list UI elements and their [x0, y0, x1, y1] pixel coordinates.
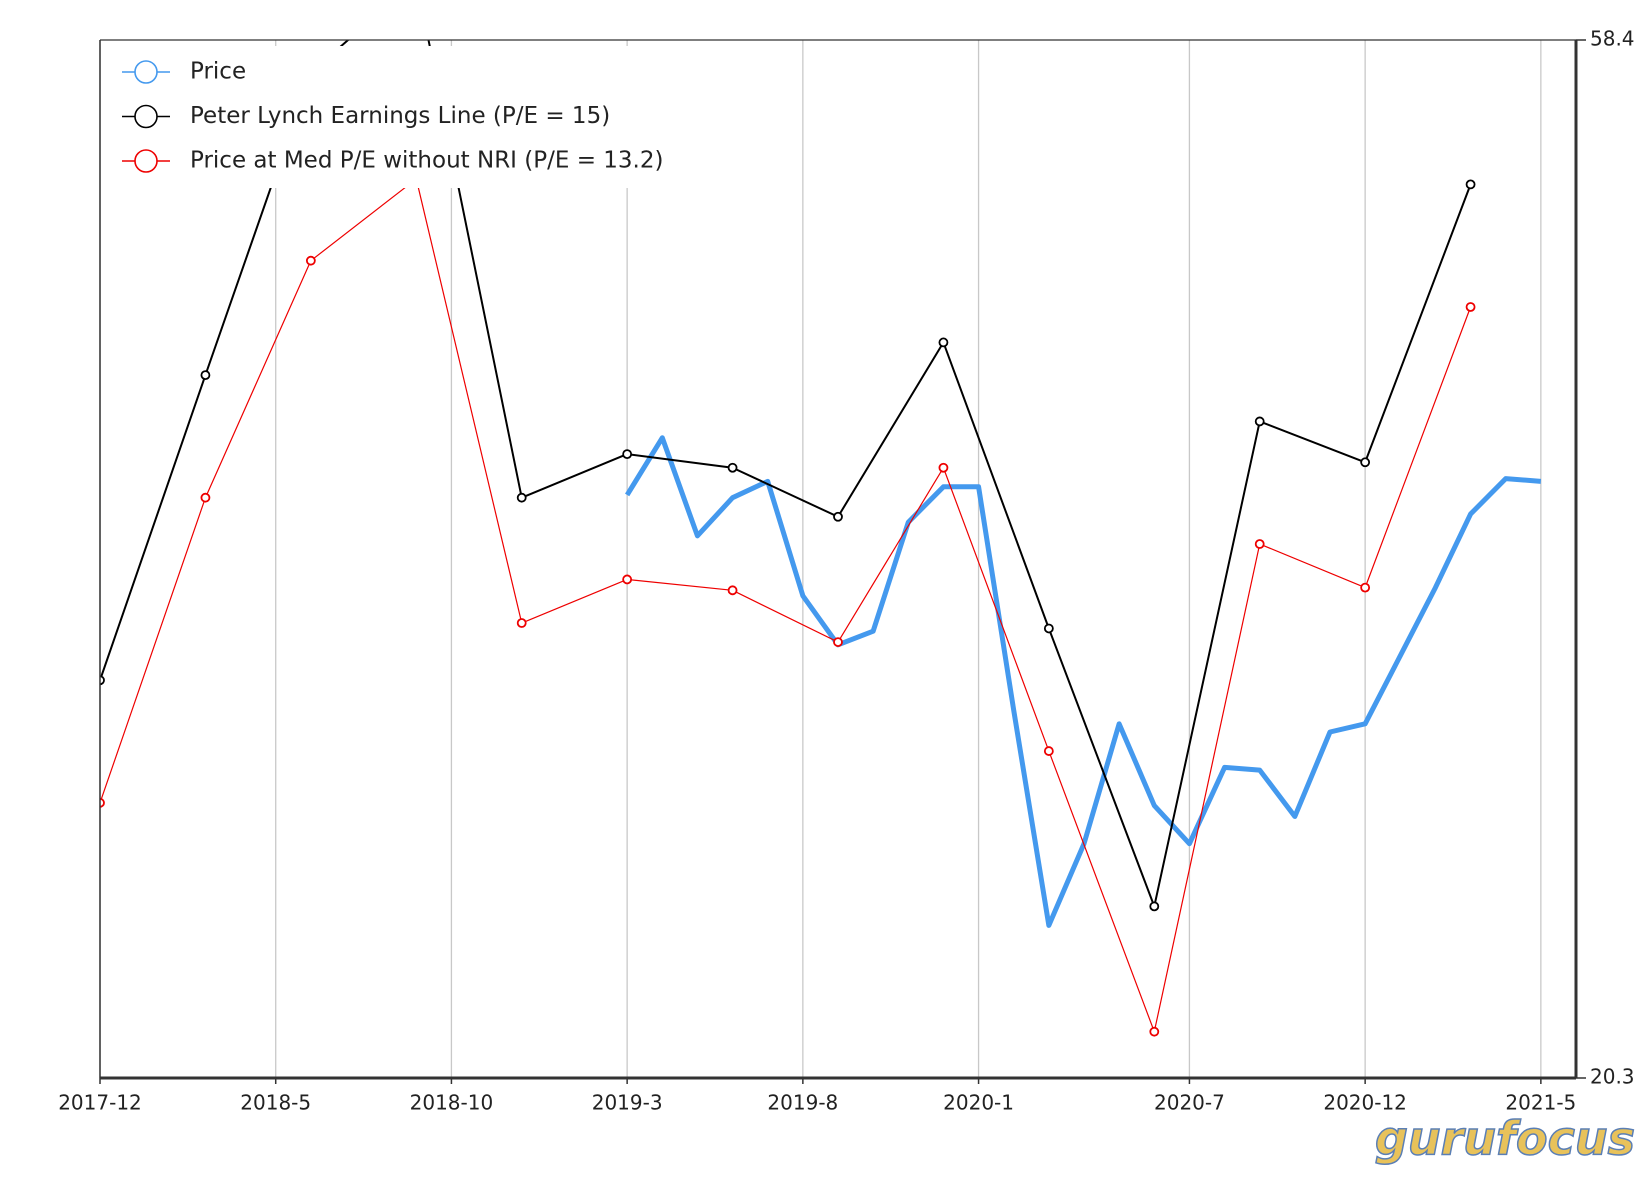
legend-label: Peter Lynch Earnings Line (P/E = 15): [190, 103, 610, 129]
point: [727, 462, 738, 473]
legend-marker: [134, 60, 158, 84]
point: [938, 462, 949, 473]
x-tick-label: 2020-7: [1154, 1091, 1225, 1115]
x-tick-label: 2018-10: [410, 1091, 494, 1115]
x-tick-label: 2020-1: [943, 1091, 1014, 1115]
x-tick-label: 2018-5: [240, 1091, 311, 1115]
point: [1465, 302, 1476, 312]
legend-label: Price at Med P/E without NRI (P/E = 13.2…: [190, 148, 663, 174]
point: [833, 511, 843, 522]
legend-marker: [134, 149, 158, 173]
point: [100, 675, 105, 686]
grid: [99, 40, 1542, 1078]
legend-marker: [134, 104, 158, 129]
x-tick-label: 2017-12: [58, 1091, 142, 1115]
point: [938, 337, 949, 348]
point: [1254, 416, 1265, 427]
point: [622, 449, 633, 460]
point: [100, 797, 105, 808]
series-line: [625, 435, 1542, 928]
point: [622, 574, 633, 585]
point: [1043, 746, 1054, 756]
point: [1360, 457, 1371, 468]
series-line: [100, 178, 1472, 1033]
y-tick-label: 58.4: [1590, 27, 1635, 51]
point: [516, 618, 527, 628]
point: [305, 255, 316, 266]
point: [1149, 901, 1160, 912]
watermark: gurufocus: [1375, 1112, 1635, 1166]
legend-box: [108, 46, 668, 188]
x-tick-label: 2019-3: [592, 1091, 663, 1115]
point: [1254, 539, 1265, 549]
y-tick-label: 20.3: [1590, 1065, 1635, 1089]
point: [1360, 582, 1371, 593]
point: [200, 370, 211, 381]
point: [1043, 623, 1054, 634]
x-tick-label: 2020-12: [1323, 1091, 1407, 1115]
x-tick-label: 2021-5: [1505, 1091, 1576, 1115]
legend: Price Peter Lynch Earnings Line (P/E = 15…: [108, 46, 668, 188]
legend-label: Price: [190, 59, 246, 85]
x-tick-label: 2019-8: [767, 1091, 838, 1115]
point: [516, 492, 527, 503]
point: [833, 637, 843, 647]
axes: 2017-12 2018-5 2018-10 2019-3 2019-8 2020-1 20…: [58, 27, 1634, 1115]
point: [1465, 179, 1476, 190]
point: [727, 585, 738, 596]
point: [1149, 1026, 1160, 1037]
point: [200, 492, 211, 503]
